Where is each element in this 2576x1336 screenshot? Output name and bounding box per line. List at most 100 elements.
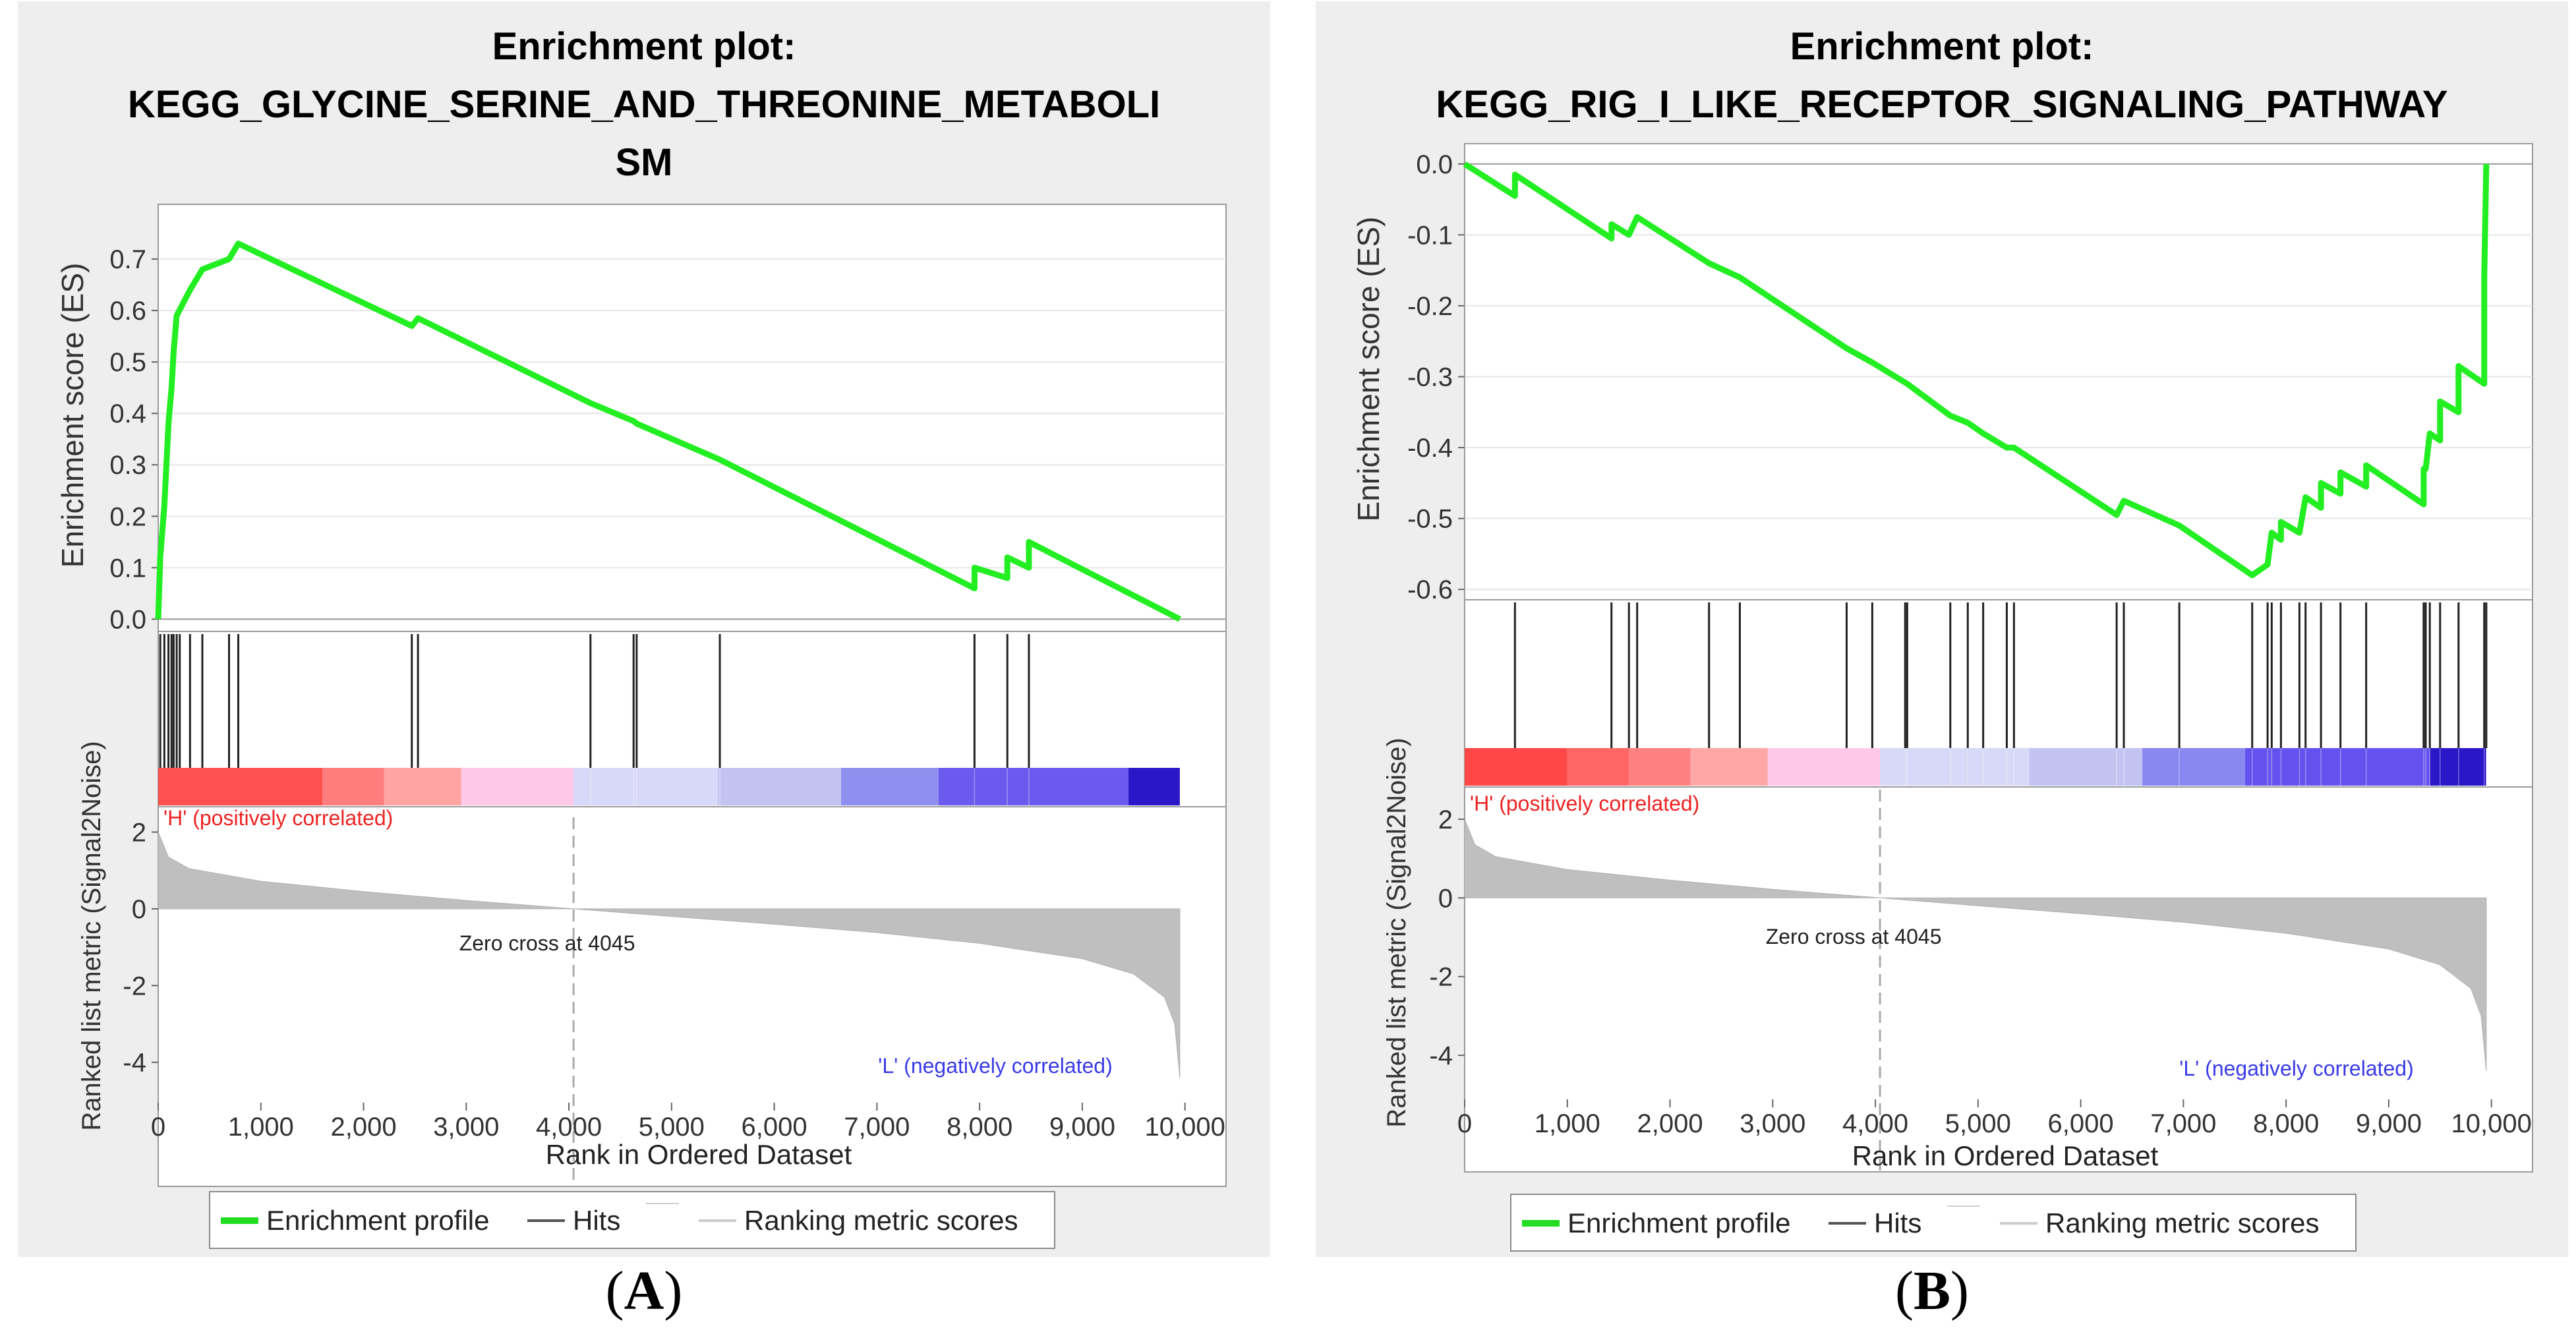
es-axis-ticks: 0.0 0.1 0.2 0.3 0.4 0.5 0.6 0.7 (109, 245, 158, 634)
es-tick-label: 0.7 (109, 245, 146, 274)
es-tick-label: 0.1 (109, 554, 146, 583)
metric-axis-label: Ranked list metric (Signal2Noise) (1382, 738, 1411, 1127)
enrichment-profile-line (1463, 161, 2490, 579)
legend-box (209, 1191, 1055, 1249)
x-tick-label: 9,000 (1049, 1113, 1115, 1142)
heatmap-segment (461, 768, 574, 805)
x-axis-label: Rank in Ordered Dataset (1852, 1140, 2159, 1171)
es-tick-label: 0.0 (1416, 150, 1453, 179)
panel-label-b: (B) (1895, 1260, 1969, 1321)
metric-tick-label: -2 (123, 972, 146, 1001)
metric-tick-label: -2 (1429, 963, 1453, 992)
positive-correlation-label: 'H' (positively correlated) (163, 806, 393, 830)
heatmap-segment (1767, 748, 1881, 786)
x-tick-label: 7,000 (2150, 1109, 2216, 1138)
metric-tick-label: 0 (132, 895, 146, 924)
hit-markers (1513, 602, 2488, 748)
es-tick-label: -0.4 (1407, 434, 1453, 463)
es-tick-label: -0.6 (1407, 575, 1453, 604)
ranking-metric-fill (1464, 819, 2487, 1072)
heatmap-segment (573, 768, 718, 805)
es-tick-label: 0.6 (109, 297, 146, 326)
metric-tick-label: 2 (1438, 805, 1453, 834)
legend-ranking-metric: Ranking metric scores (2045, 1207, 2319, 1238)
enrichment-profile (1463, 161, 2490, 579)
es-tick-label: 0.5 (109, 348, 146, 377)
heatmap-segment (384, 768, 461, 805)
metric-axis-ticks: 2 0 -2 -4 (1429, 805, 1465, 1070)
legend-enrichment-profile: Enrichment profile (1567, 1207, 1790, 1238)
es-tick-label: -0.1 (1407, 221, 1453, 250)
es-tick-label: 0.3 (109, 451, 146, 480)
ranking-metric-area (158, 832, 1181, 1078)
gsea-panel-a: Enrichment plot: KEGG_GLYCINE_SERINE_AND… (18, 1, 1270, 1257)
legend-box (1510, 1194, 2356, 1252)
ranked-heatmap (1465, 748, 2532, 788)
plot-area (158, 204, 1227, 1187)
heatmap-segment (1690, 748, 1768, 786)
ranking-metric-fill (158, 832, 1181, 1078)
x-tick-label: 6,000 (742, 1113, 807, 1142)
x-axis-ticks: 0 1,000 2,000 3,000 4,000 5,000 6,000 7,000 8,00… (1457, 1099, 2532, 1138)
metric-axis-label: Ranked list metric (Signal2Noise) (77, 741, 106, 1130)
heatmap-segment (717, 768, 841, 805)
chart-title-prefix: Enrichment plot: (492, 25, 796, 68)
metric-tick-label: -4 (123, 1049, 146, 1078)
zero-cross-label: Zero cross at 4045 (1766, 925, 1942, 948)
legend-hits: Hits (1874, 1207, 1921, 1238)
legend: Enrichment profile Hits Ranking metric s… (209, 1191, 1055, 1249)
plot-area (1464, 143, 2533, 1173)
metric-tick-label: 0 (1438, 884, 1453, 913)
positive-correlation-label: 'H' (positively correlated) (1470, 792, 1699, 815)
heatmap-segment (938, 768, 1129, 805)
negative-correlation-label: 'L' (negatively correlated) (2179, 1057, 2414, 1080)
es-axis-label: Enrichment score (ES) (55, 263, 90, 568)
x-tick-label: 1,000 (1535, 1109, 1600, 1138)
x-tick-label: 6,000 (2048, 1109, 2114, 1138)
x-tick-label: 7,000 (844, 1113, 910, 1142)
es-tick-label: 0.2 (109, 502, 146, 531)
es-tick-label: -0.3 (1407, 363, 1453, 392)
x-axis-ticks: 0 1,000 2,000 3,000 4,000 5,000 6,000 7,000 8,00… (151, 1103, 1225, 1142)
x-tick-label: 0 (1457, 1109, 1472, 1138)
chart-title-line-1: KEGG_RIG_I_LIKE_RECEPTOR_SIGNALING_PATHW… (1436, 83, 2447, 126)
x-tick-label: 3,000 (1740, 1109, 1805, 1138)
heatmap-segment (1567, 748, 1629, 786)
heatmap-segment (840, 768, 939, 805)
x-tick-label: 10,000 (2451, 1109, 2532, 1138)
heatmap-segment (2244, 748, 2430, 786)
x-tick-label: 2,000 (1637, 1109, 1703, 1138)
chart-title-prefix: Enrichment plot: (1790, 25, 2094, 68)
enrichment-profile (155, 241, 1181, 622)
es-tick-label: -0.2 (1407, 292, 1453, 321)
x-tick-label: 4,000 (536, 1113, 602, 1142)
enrichment-profile-line (155, 241, 1181, 622)
negative-correlation-label: 'L' (negatively correlated) (878, 1054, 1113, 1078)
zero-cross-label: Zero cross at 4045 (459, 931, 635, 955)
gsea-panel-b: Enrichment plot: KEGG_RIG_I_LIKE_RECEPTO… (1316, 1, 2568, 1257)
metric-axis-ticks: 2 0 -2 -4 (123, 818, 158, 1078)
x-tick-label: 5,000 (1945, 1109, 2011, 1138)
es-tick-label: 0.4 (109, 399, 146, 428)
legend-hits: Hits (573, 1205, 620, 1236)
es-tick-label: 0.0 (109, 605, 146, 634)
heatmap-segment (2142, 748, 2245, 786)
legend-enrichment-profile: Enrichment profile (266, 1205, 489, 1236)
metric-tick-label: -4 (1429, 1041, 1453, 1070)
ranking-metric-area (1464, 819, 2487, 1072)
x-tick-label: 2,000 (330, 1113, 396, 1142)
metric-tick-label: 2 (132, 818, 146, 847)
es-gridlines (158, 258, 1226, 620)
heatmap-segment (1880, 748, 2030, 786)
es-gridlines (1465, 163, 2532, 591)
x-tick-label: 1,000 (228, 1113, 294, 1142)
heatmap-segment (158, 768, 323, 805)
heatmap-segment (1465, 748, 1567, 786)
chart-title-line-2: SM (616, 141, 673, 184)
x-tick-label: 4,000 (1842, 1109, 1908, 1138)
x-tick-label: 9,000 (2356, 1109, 2422, 1138)
hit-markers (159, 634, 1030, 768)
x-tick-label: 10,000 (1145, 1113, 1225, 1142)
heatmap-segment (2430, 748, 2486, 786)
